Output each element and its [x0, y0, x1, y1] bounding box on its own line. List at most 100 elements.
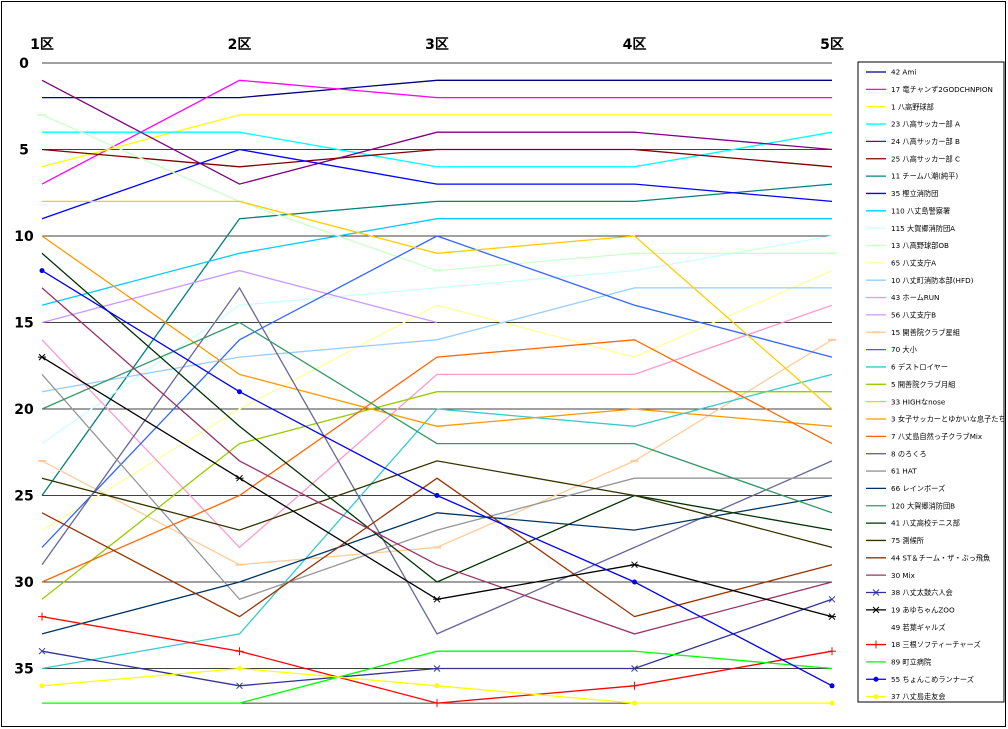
- legend-label: 120 大賀郷消防団B: [891, 501, 955, 510]
- legend-item: 43 ホームRUN: [866, 293, 939, 302]
- legend-item: 61 HAT: [866, 467, 917, 476]
- series-point: [433, 699, 441, 708]
- legend-item: 24 八高サッカー部 B: [866, 137, 960, 146]
- series-line: [41, 79, 833, 185]
- legend-item: 35 樫立消防団: [866, 189, 938, 198]
- legend-item: 3 女子サッカーとゆかいな息子たち: [866, 415, 1006, 424]
- series: [38, 338, 836, 566]
- series-point: [38, 612, 46, 621]
- series: [41, 460, 833, 549]
- legend-label: 23 八高サッカー部 A: [891, 120, 960, 129]
- legend-label: 55 ちょんこめランナーズ: [891, 675, 974, 684]
- legend-label: 38 八丈太鼓六人会: [891, 588, 953, 597]
- series-point: [236, 682, 243, 690]
- series: [42, 79, 832, 99]
- series: [42, 200, 833, 410]
- legend-item: 8 のろくろ: [866, 449, 927, 458]
- series-layer: [38, 79, 836, 708]
- series-line: [41, 494, 833, 635]
- series: [41, 148, 833, 168]
- legend-label: 25 八高サッカー部 C: [891, 154, 960, 163]
- series-point: [872, 640, 880, 649]
- x-tick-label: 1区: [30, 37, 54, 53]
- legend-label: 115 大賀郷消防団A: [891, 224, 955, 233]
- series-line: [42, 200, 833, 410]
- series-line: [41, 356, 833, 618]
- series: [41, 270, 833, 531]
- legend-item: 10 八丈町消防本部(HFD): [866, 276, 974, 285]
- legend-box: [857, 61, 1005, 703]
- legend-item: 18 三根ソフティーチャーズ: [866, 640, 981, 649]
- legend-label: 11 チーム八潮(純平): [891, 172, 958, 181]
- series: [41, 494, 833, 635]
- legend-label: 75 測候所: [891, 536, 924, 545]
- series-point: [631, 665, 638, 672]
- series-point: [433, 665, 441, 672]
- legend-label: 18 三根ソフティーチャーズ: [891, 640, 981, 649]
- legend-label: 110 八丈島警察署: [891, 206, 950, 215]
- legend-item: 89 町立病院: [866, 658, 931, 667]
- series-line: [41, 252, 833, 583]
- series: [41, 218, 832, 306]
- legend-label: 5 開善院クラブ月組: [891, 380, 955, 389]
- series: [41, 477, 833, 618]
- legend: 42 Ami 17 竜チャンず2GODCHNPION 1 八高野球部 23 八高サッカ…: [857, 61, 1006, 703]
- legend-item: 75 測候所: [866, 536, 924, 545]
- legend-label: 19 あゆちゃんZOO: [891, 605, 955, 614]
- series-line: [41, 304, 833, 549]
- series: [38, 595, 836, 690]
- series-line: [41, 391, 832, 600]
- legend-label: 17 竜チャンず2GODCHNPION: [891, 85, 993, 94]
- series-point: [873, 676, 879, 682]
- series: [41, 304, 833, 549]
- series: [41, 79, 833, 185]
- series-line: [41, 79, 832, 185]
- legend-label: 13 八高野球部OB: [891, 241, 949, 250]
- series-point: [235, 474, 244, 482]
- legend-item: 37 八丈島走友会: [866, 692, 946, 701]
- series: [41, 114, 832, 168]
- legend-item: 55 ちょんこめランナーズ: [866, 675, 974, 684]
- series-line: [41, 477, 833, 618]
- series-point: [630, 561, 639, 569]
- series-point: [632, 579, 637, 585]
- y-tick-label: 0: [19, 56, 29, 72]
- legend-label: 42 Ami: [891, 68, 916, 77]
- legend-label: 33 HIGHなnose: [891, 397, 946, 406]
- legend-item: 110 八丈島警察署: [866, 206, 950, 215]
- series-point: [39, 268, 45, 274]
- series-point: [872, 606, 880, 614]
- legend-label: 44 ST＆チーム・ザ・ぶっ飛魚: [891, 553, 990, 562]
- legend-item: 25 八高サッカー部 C: [866, 154, 960, 163]
- series-point: [38, 353, 46, 361]
- legend-label: 8 のろくろ: [891, 449, 927, 458]
- legend-label: 37 八丈島走友会: [891, 692, 946, 701]
- legend-label: 24 八高サッカー部 B: [891, 137, 960, 146]
- series-line: [41, 183, 833, 496]
- series: [41, 373, 833, 670]
- series-line: [42, 79, 832, 99]
- series-point: [433, 595, 441, 603]
- legend-item: 120 大賀郷消防団B: [866, 501, 955, 510]
- legend-label: 66 レインボーズ: [891, 484, 945, 493]
- legend-label: 49 若葉ギャルズ: [891, 623, 946, 632]
- series-point: [237, 666, 242, 671]
- y-tick-label: 30: [14, 575, 34, 591]
- series-line: [41, 270, 833, 531]
- series-point: [829, 683, 835, 689]
- legend-label: 70 大小: [891, 345, 917, 354]
- legend-label: 6 デストロイヤー: [891, 363, 948, 372]
- y-tick-label: 15: [14, 316, 33, 332]
- legend-item: 56 八丈支庁B: [866, 311, 936, 320]
- x-tick-label: 4区: [623, 37, 647, 53]
- legend-label: 43 ホームRUN: [891, 293, 939, 302]
- legend-item: 44 ST＆チーム・ザ・ぶっ飛魚: [866, 553, 990, 562]
- grid-layer: [42, 62, 832, 704]
- legend-item: 7 八丈島自然っ子クラブMix: [866, 432, 983, 441]
- legend-label: 1 八高野球部: [891, 102, 934, 111]
- legend-item: 19 あゆちゃんZOO: [866, 605, 955, 614]
- legend-label: 35 樫立消防団: [891, 189, 938, 198]
- series: [41, 252, 833, 583]
